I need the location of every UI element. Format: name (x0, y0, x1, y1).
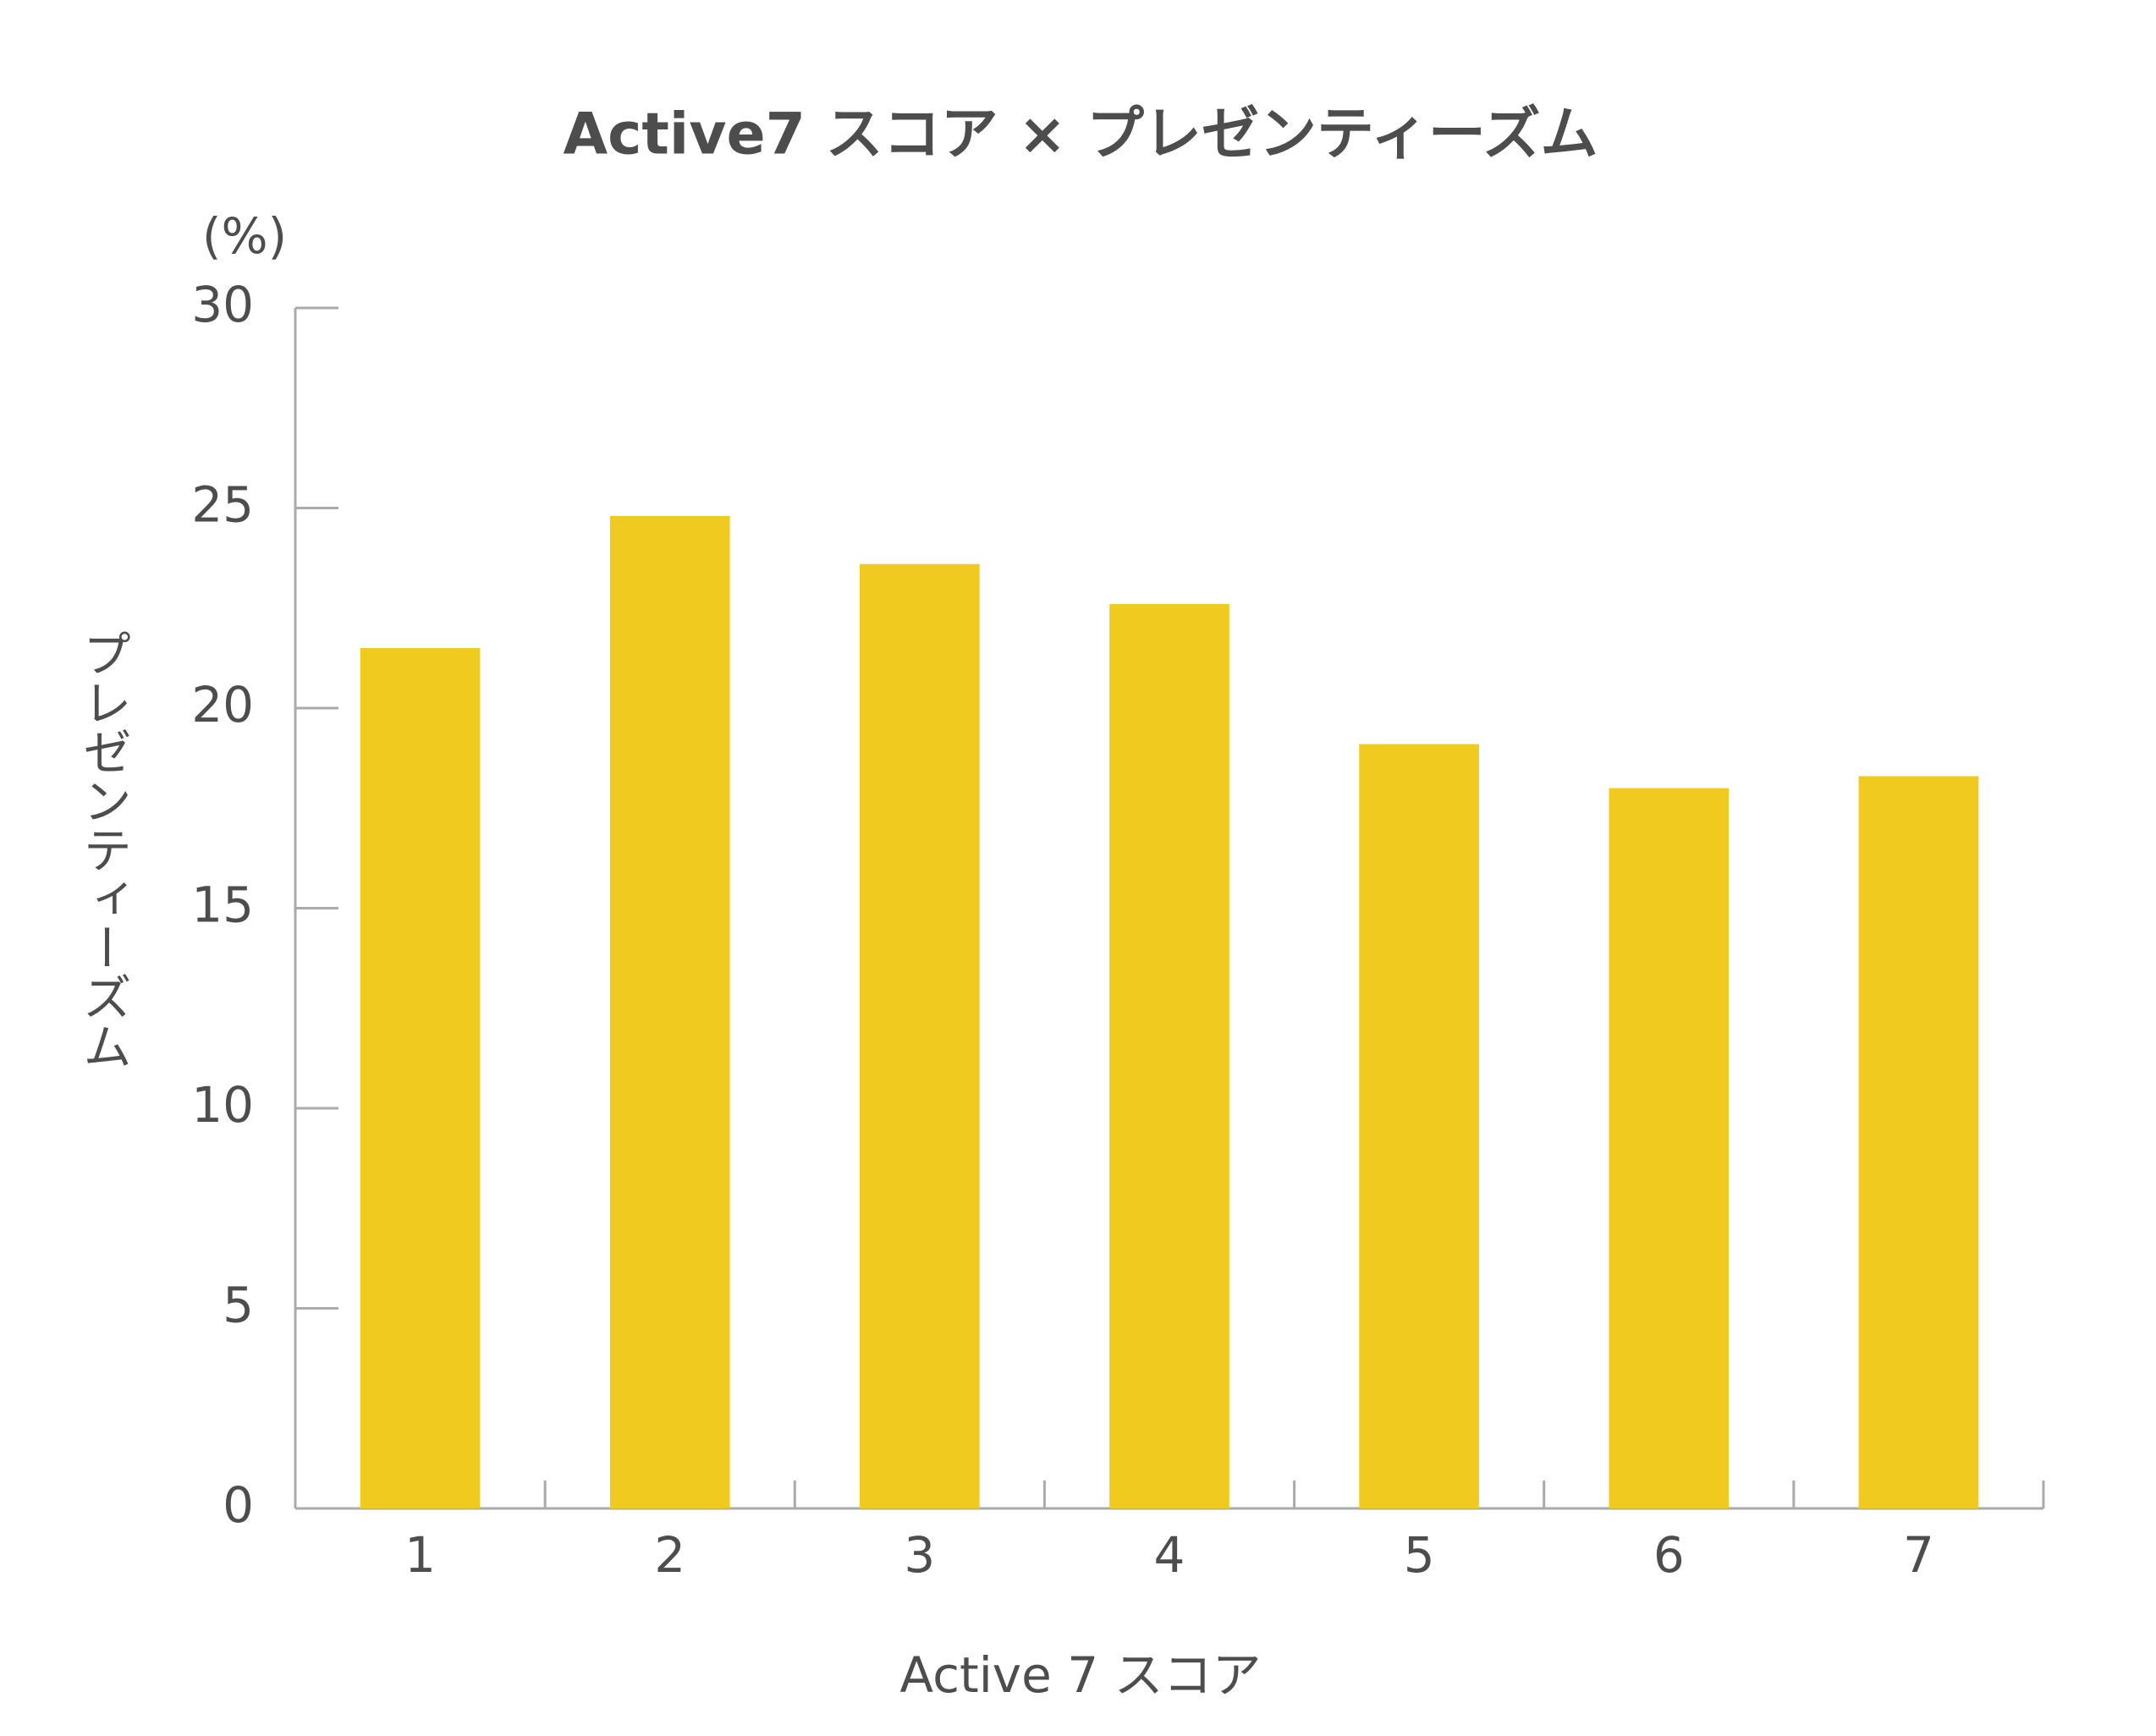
y-unit: (%) (202, 207, 287, 265)
y-tick-label: 0 (223, 1476, 254, 1534)
x-tick-label: 5 (1404, 1526, 1435, 1584)
y-tick-label: 20 (191, 676, 254, 733)
x-tick-label: 6 (1653, 1526, 1685, 1584)
x-tick-label: 3 (904, 1526, 935, 1584)
bar (860, 563, 980, 1508)
y-tick-label: 25 (191, 476, 254, 534)
bar (1109, 604, 1229, 1508)
x-tick-label: 2 (654, 1526, 685, 1584)
y-axis-title: プレゼンティーズム (74, 629, 132, 1070)
x-axis-title: Active 7 スコア (899, 1646, 1261, 1704)
x-tick-label: 4 (1154, 1526, 1185, 1584)
chart-title: Active7 スコア × プレゼンティーズム (563, 102, 1598, 168)
bar (1359, 744, 1479, 1508)
x-tick-label: 1 (404, 1526, 436, 1584)
y-tick-label: 15 (191, 876, 254, 934)
bar (360, 648, 481, 1508)
bar (609, 515, 730, 1509)
bar (1858, 776, 1979, 1508)
bar (1609, 788, 1730, 1508)
y-tick-label: 5 (223, 1277, 254, 1334)
y-tick-label: 10 (191, 1076, 254, 1134)
x-tick-label: 7 (1903, 1526, 1934, 1584)
y-tick-label: 30 (191, 276, 254, 333)
